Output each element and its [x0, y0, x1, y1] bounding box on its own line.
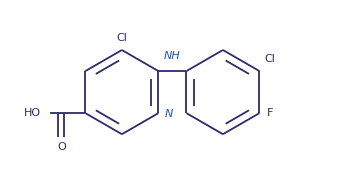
Text: O: O	[57, 142, 66, 152]
Text: F: F	[267, 108, 273, 118]
Text: Cl: Cl	[116, 33, 127, 43]
Text: Cl: Cl	[264, 54, 275, 64]
Text: N: N	[164, 109, 173, 119]
Text: HO: HO	[24, 108, 41, 118]
Text: NH: NH	[164, 52, 181, 61]
